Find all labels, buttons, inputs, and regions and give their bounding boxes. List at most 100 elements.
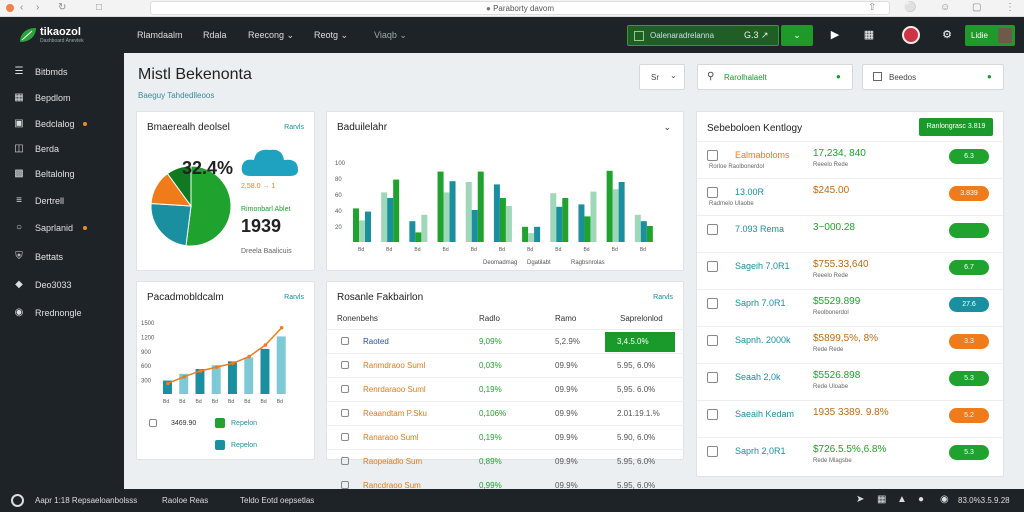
gift-icon[interactable]: ▦ bbox=[863, 29, 875, 41]
bar[interactable] bbox=[534, 226, 541, 242]
bar[interactable] bbox=[528, 233, 535, 242]
bar[interactable] bbox=[634, 214, 641, 242]
close-window-dot[interactable] bbox=[6, 4, 14, 12]
sidebar-item-8[interactable]: ⛨ Bettats bbox=[0, 246, 124, 270]
status-pill[interactable] bbox=[949, 223, 989, 238]
trend-point[interactable] bbox=[279, 325, 284, 330]
sidebar-item-2[interactable]: ▦ Bepdlom bbox=[14, 92, 71, 103]
avatar[interactable] bbox=[902, 26, 920, 44]
status-pill[interactable]: 5.2 bbox=[949, 408, 989, 423]
bar[interactable] bbox=[211, 365, 221, 394]
bar[interactable] bbox=[381, 192, 388, 242]
bar[interactable] bbox=[387, 198, 394, 242]
panel-action-button[interactable]: Ranlongrasc 3.819 bbox=[919, 118, 993, 136]
table-row[interactable]: Ranmdraoo Suml 0,03% 09.9% 5.95, 6.0% bbox=[327, 353, 685, 377]
menu-icon[interactable]: ⋮ bbox=[1005, 2, 1015, 13]
column-header[interactable]: Ronenbehs bbox=[337, 314, 378, 323]
table-row[interactable]: Raoted 9,09% 5,2.9% 3,4.5.0% bbox=[327, 329, 685, 353]
status-pill[interactable]: 6.3 bbox=[949, 149, 989, 164]
panel-row[interactable]: Saprh 2,0R1 $726.5.5%,6.8% Rede Mlagsbe 5.3 bbox=[697, 437, 1003, 466]
back-icon[interactable]: ‹ bbox=[20, 2, 24, 13]
bar[interactable] bbox=[550, 193, 557, 242]
bar[interactable] bbox=[449, 181, 456, 242]
trend-point[interactable] bbox=[231, 361, 235, 366]
home-icon[interactable]: □ bbox=[96, 2, 103, 13]
user-button[interactable]: Lidie bbox=[965, 25, 1015, 46]
bar[interactable] bbox=[163, 380, 172, 394]
trend-point[interactable] bbox=[182, 374, 186, 379]
column-header[interactable]: Radlo bbox=[479, 314, 500, 323]
column-header[interactable]: Ramo bbox=[555, 314, 577, 323]
sidebar-item-7[interactable]: ○ Saprlanid bbox=[0, 217, 124, 241]
table-row[interactable]: Ranaraoo Suml 0,19% 09.9% 5.90, 6.0% bbox=[327, 425, 685, 449]
panel-row[interactable]: Ealmaboloms Rorloe Raolbonerdol 17,234, 84… bbox=[697, 141, 1003, 170]
bar[interactable] bbox=[584, 216, 591, 242]
chevron-down-icon[interactable]: ⌄ bbox=[663, 122, 671, 132]
settings-icon[interactable]: ⚙ bbox=[942, 29, 952, 41]
status-pill[interactable]: 3.839 bbox=[949, 186, 989, 201]
list-item[interactable]: Repelon bbox=[147, 440, 307, 454]
bar[interactable] bbox=[556, 206, 563, 242]
bar[interactable] bbox=[437, 171, 444, 242]
sidebar-item-10[interactable]: ◉ Rrednongle bbox=[14, 307, 82, 318]
help-icon[interactable]: ◉ bbox=[940, 494, 949, 505]
column-header[interactable]: Saprelonlod bbox=[620, 314, 663, 323]
bar[interactable] bbox=[477, 171, 484, 242]
bar[interactable] bbox=[499, 198, 506, 242]
bar[interactable] bbox=[640, 221, 647, 242]
bar[interactable] bbox=[276, 336, 286, 394]
share-icon[interactable]: ▲ bbox=[897, 494, 907, 505]
table-row[interactable]: Rancdraoo Sum 0,99% 09.9% 5.95, 6.0% bbox=[327, 473, 685, 497]
info-icon[interactable]: ● bbox=[918, 494, 925, 505]
sidebar-item-1[interactable]: ☰ Bitbmds bbox=[14, 66, 68, 77]
promo-dropdown-button[interactable]: ⌄ bbox=[781, 25, 813, 46]
panel-row[interactable]: Sapnh. 2000k $5899,5%, 8% Rede Rede 3.3 bbox=[697, 326, 1003, 355]
status-pill[interactable]: 5.3 bbox=[949, 371, 989, 386]
play-icon[interactable]: ▶ bbox=[830, 29, 840, 41]
card-link[interactable]: Rarvls bbox=[284, 294, 304, 301]
status-pill[interactable]: 6.7 bbox=[949, 260, 989, 275]
bar[interactable] bbox=[522, 226, 529, 242]
bar[interactable] bbox=[471, 210, 478, 242]
bar[interactable] bbox=[244, 357, 254, 394]
refresh-icon[interactable]: ↻ bbox=[58, 2, 67, 13]
card-link[interactable]: Rarvls bbox=[653, 294, 673, 301]
bar[interactable] bbox=[179, 373, 189, 394]
sidebar-item-3[interactable]: ▣ Bedclalog bbox=[0, 113, 124, 137]
trend-point[interactable] bbox=[166, 381, 170, 386]
sidebar-item-9[interactable]: ◆ Deo3033 bbox=[0, 274, 124, 298]
menu-item-3[interactable]: Reecong ⌄ bbox=[248, 30, 295, 40]
bar[interactable] bbox=[260, 348, 270, 394]
menu-item-4[interactable]: Reotg ⌄ bbox=[314, 30, 349, 40]
panel-row[interactable]: 13.00R Radmelo Ulaobe $245.00 3.839 bbox=[697, 178, 1003, 207]
list-item[interactable]: 3469.90 Repelon bbox=[147, 418, 307, 432]
panel-row[interactable]: Sageih 7,0R1 $755.33,640 Reeelo Rede 6.7 bbox=[697, 252, 1003, 281]
trend-point[interactable] bbox=[247, 354, 251, 359]
bar[interactable] bbox=[493, 184, 500, 242]
share-icon[interactable]: ⇧ bbox=[868, 2, 877, 13]
table-row[interactable]: Renrdaraoo Suml 0,19% 09.9% 5,95. 6.0% bbox=[327, 377, 685, 401]
bar[interactable] bbox=[612, 189, 619, 242]
bar[interactable] bbox=[505, 206, 512, 242]
bar[interactable] bbox=[618, 182, 625, 242]
bar[interactable] bbox=[646, 226, 653, 242]
panel-row[interactable]: 7.093 Rema 3−000.28 bbox=[697, 215, 1003, 244]
trend-point[interactable] bbox=[198, 369, 203, 373]
promo-banner[interactable]: Oalenaradrelanna G.3 ↗ bbox=[627, 25, 779, 46]
bar[interactable] bbox=[359, 220, 365, 242]
status-pill[interactable]: 5.3 bbox=[949, 445, 989, 460]
bar[interactable] bbox=[228, 361, 237, 394]
bar[interactable] bbox=[415, 232, 422, 242]
forward-icon[interactable]: › bbox=[36, 2, 40, 13]
search-input[interactable]: ⚲ Rarolhalaelt ● bbox=[697, 64, 853, 90]
bar[interactable] bbox=[393, 179, 400, 242]
table-row[interactable]: Raopeiadlo Sum 0,89% 09.9% 5.95, 6.0% bbox=[327, 449, 685, 473]
bar[interactable] bbox=[353, 208, 359, 242]
status-pill[interactable]: 27.6 bbox=[949, 297, 989, 312]
bar[interactable] bbox=[562, 198, 569, 242]
app-logo[interactable]: tikaozol Dashboard Anevtek bbox=[18, 25, 118, 47]
panel-row[interactable]: Saprh 7.0R1 $5529.899 Reolbonerdol 27.6 bbox=[697, 289, 1003, 318]
bar[interactable] bbox=[421, 214, 428, 242]
bar[interactable] bbox=[590, 191, 597, 242]
panel-row[interactable]: Seaah 2,0k $5526.898 Rede Uloabe 5.3 bbox=[697, 363, 1003, 392]
